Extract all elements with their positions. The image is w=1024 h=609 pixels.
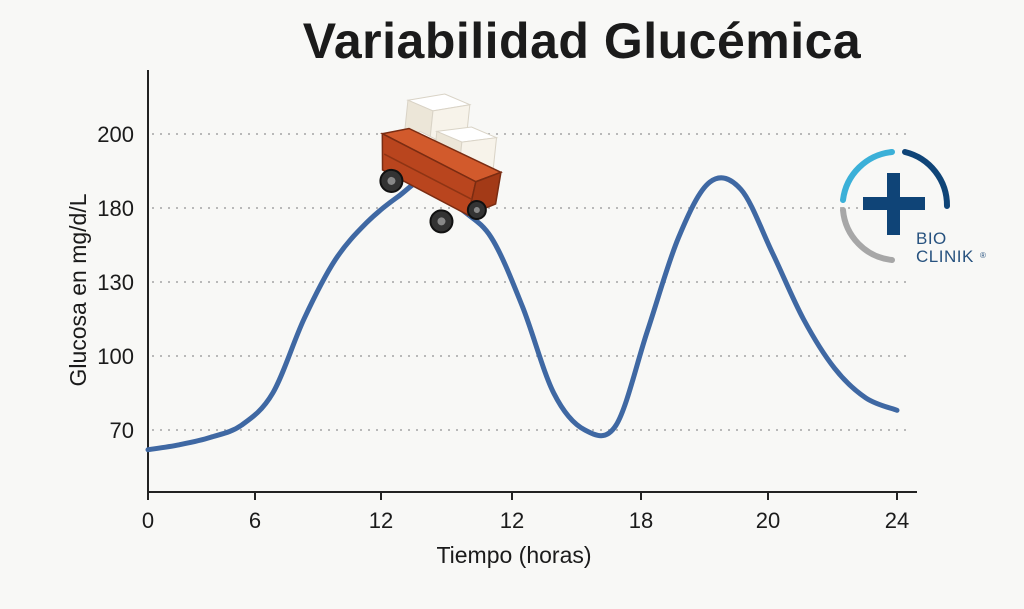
x-tick-label: 0 — [142, 508, 154, 533]
wheel-icon — [429, 209, 454, 234]
plus-icon-vertical — [887, 173, 900, 235]
y-tick-label: 180 — [97, 196, 134, 221]
x-axis-title: Tiempo (horas) — [436, 542, 591, 568]
chart-title: Variabilidad Glucémica — [302, 13, 862, 69]
y-tick-label: 200 — [97, 122, 134, 147]
x-tick-label: 18 — [629, 508, 653, 533]
series-line — [145, 175, 900, 453]
y-ticks: 70 100 130 180 200 — [97, 122, 134, 443]
sugar-cube-icon — [403, 93, 472, 146]
series-group — [145, 175, 900, 453]
x-ticks: 0 6 12 12 18 20 24 — [142, 492, 909, 533]
y-tick-label: 100 — [97, 344, 134, 369]
logo-line1: BIO — [916, 229, 947, 248]
wheel-icon — [379, 168, 404, 193]
bio-clinik-logo: BIO CLINIK ® — [840, 149, 986, 266]
wheel-icon — [466, 200, 487, 221]
logo-arc-navy — [902, 149, 951, 209]
logo-line2: CLINIK — [916, 247, 974, 266]
x-tick-label: 6 — [249, 508, 261, 533]
logo-mark: ® — [980, 251, 986, 260]
x-tick-label: 20 — [756, 508, 780, 533]
axes — [147, 70, 917, 493]
sugar-cart-icon — [379, 93, 503, 234]
logo-arc-gray — [840, 207, 895, 263]
grid — [152, 133, 910, 431]
x-tick-label: 12 — [369, 508, 393, 533]
x-tick-label: 24 — [885, 508, 909, 533]
y-tick-label: 70 — [110, 418, 134, 443]
x-tick-label: 12 — [500, 508, 524, 533]
y-axis-title: Glucosa en mg/d/L — [65, 193, 91, 386]
logo-arc-cyan — [840, 149, 895, 203]
y-tick-label: 130 — [97, 270, 134, 295]
